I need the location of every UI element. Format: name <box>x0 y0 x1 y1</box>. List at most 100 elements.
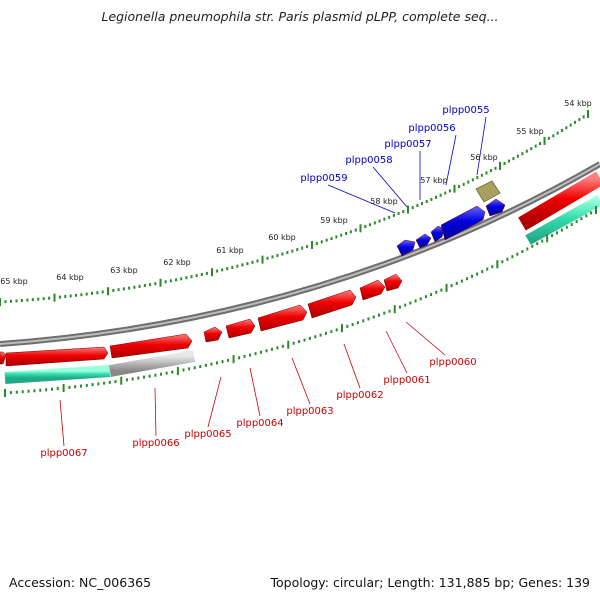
callout-line-plpp0061 <box>385 330 408 374</box>
gene-label-plpp0059[interactable]: plpp0059 <box>300 173 347 184</box>
gene-label-plpp0058[interactable]: plpp0058 <box>345 155 392 166</box>
minor-tick <box>15 299 18 303</box>
gene-arrow-plpp0055[interactable] <box>485 198 506 217</box>
minor-tick <box>373 221 376 225</box>
gene-label-plpp0057[interactable]: plpp0057 <box>384 139 431 150</box>
gene-arrow-plpp0067[interactable] <box>0 351 7 365</box>
minor-tick <box>565 126 568 130</box>
gene-label-plpp0056[interactable]: plpp0056 <box>408 123 455 134</box>
callout-line-plpp0063 <box>291 357 311 405</box>
major-tick <box>311 241 313 249</box>
minor-tick <box>190 275 193 279</box>
minor-tick <box>439 193 442 197</box>
minor-tick <box>349 230 352 234</box>
gene-arrow-plpp0058[interactable] <box>415 233 432 249</box>
gene-arrow-plpp0064[interactable] <box>225 318 256 339</box>
minor-tick <box>125 378 128 382</box>
minor-tick <box>68 385 71 389</box>
gene-arrow-plpp0059[interactable] <box>396 239 416 257</box>
minor-tick <box>292 341 295 345</box>
gene-label-plpp0066[interactable]: plpp0066 <box>132 438 179 449</box>
minor-tick <box>516 252 519 256</box>
major-tick <box>62 384 65 393</box>
minor-tick <box>260 350 263 354</box>
gene-arrow-plpp0066[interactable] <box>109 333 193 359</box>
minor-tick <box>9 299 12 303</box>
ruler-label-55-kbp: 55 kbp <box>516 127 544 136</box>
minor-tick <box>388 215 391 219</box>
gene-label-plpp0062[interactable]: plpp0062 <box>336 390 383 401</box>
minor-tick <box>210 362 213 366</box>
major-tick <box>499 161 501 170</box>
minor-tick <box>372 315 375 319</box>
gene-label-plpp0065[interactable]: plpp0065 <box>184 429 231 440</box>
minor-tick <box>354 228 357 232</box>
gene-arrow-plpp0062[interactable] <box>307 289 357 319</box>
minor-tick <box>169 279 172 283</box>
minor-tick <box>480 173 483 177</box>
minor-tick <box>182 368 185 372</box>
minor-tick <box>204 363 207 367</box>
minor-tick <box>512 157 515 161</box>
gene-arrow-plpp0067-body[interactable] <box>5 346 109 367</box>
outer-ruler-ticks <box>0 110 589 306</box>
minor-tick <box>270 347 273 351</box>
minor-tick <box>236 264 239 268</box>
minor-tick <box>414 299 417 303</box>
gene-olive-block[interactable] <box>475 180 501 203</box>
gene-arrow-plpp0061[interactable] <box>359 279 386 301</box>
minor-tick <box>303 338 306 342</box>
major-tick <box>359 224 362 233</box>
minor-tick <box>143 375 146 379</box>
minor-tick <box>4 300 7 304</box>
gene-label-plpp0060[interactable]: plpp0060 <box>429 357 476 368</box>
minor-tick <box>199 365 202 369</box>
minor-tick <box>367 317 370 321</box>
gene-arrow-plpp0065[interactable] <box>203 326 223 343</box>
minor-tick <box>430 197 433 201</box>
minor-tick <box>122 287 125 291</box>
ruler-label-57-kbp: 57 kbp <box>420 176 448 185</box>
minor-tick <box>75 293 78 297</box>
accession-text: Accession: NC_006365 <box>9 575 152 590</box>
minor-tick <box>79 384 82 388</box>
gene-arrow-plpp0060[interactable] <box>383 273 403 292</box>
minor-tick <box>48 296 51 300</box>
gene-label-plpp0055[interactable]: plpp0055 <box>442 105 489 116</box>
minor-tick <box>325 238 328 242</box>
gene-label-plpp0064[interactable]: plpp0064 <box>236 418 283 429</box>
minor-tick <box>547 136 550 140</box>
minor-tick <box>398 305 401 309</box>
minor-tick <box>356 321 359 325</box>
ruler-label-63-kbp: 63 kbp <box>110 266 138 275</box>
minor-tick <box>137 376 140 380</box>
ruler-label-61-kbp: 61 kbp <box>216 246 244 255</box>
minor-tick <box>266 256 269 260</box>
gene-arrow-plpp0063[interactable] <box>257 304 308 332</box>
minor-tick <box>444 191 447 195</box>
minor-tick <box>216 269 219 273</box>
minor-tick <box>276 253 279 257</box>
minor-tick <box>383 311 386 315</box>
minor-tick <box>551 234 554 238</box>
left-gray-band <box>108 350 196 377</box>
major-tick <box>546 234 549 243</box>
minor-tick <box>351 323 354 327</box>
minor-tick <box>39 388 42 392</box>
gene-label-plpp0067[interactable]: plpp0067 <box>40 448 87 459</box>
minor-tick <box>369 223 372 227</box>
minor-tick <box>238 356 241 360</box>
minor-tick <box>419 297 422 301</box>
callout-line-plpp0059 <box>327 184 396 214</box>
minor-tick <box>246 262 249 266</box>
major-tick <box>261 255 264 264</box>
gene-arrow-plpp0056[interactable] <box>440 205 486 241</box>
minor-tick <box>383 217 386 221</box>
minor-tick <box>171 370 174 374</box>
minor-tick <box>101 290 104 294</box>
gene-label-plpp0061[interactable]: plpp0061 <box>383 375 430 386</box>
minor-tick <box>486 267 489 271</box>
ruler-label-54-kbp: 54 kbp <box>564 99 592 108</box>
gene-label-plpp0063[interactable]: plpp0063 <box>286 406 333 417</box>
minor-tick <box>45 388 48 392</box>
